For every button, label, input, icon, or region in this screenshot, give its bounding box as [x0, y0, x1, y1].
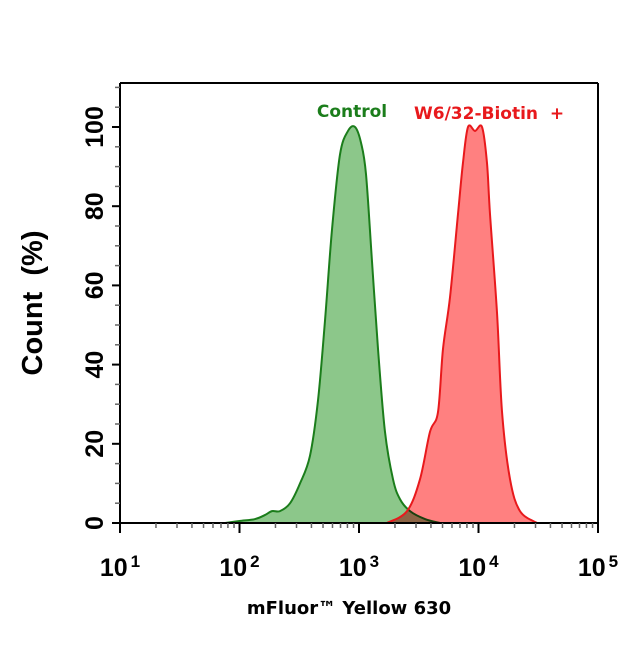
- x-tick-base: 10: [100, 554, 128, 582]
- x-tick-label: 10 5: [578, 552, 618, 582]
- x-tick-exponent: 5: [609, 552, 618, 571]
- line-w632-biotin: [386, 124, 538, 524]
- y-tick-label: 60: [81, 271, 109, 299]
- x-tick-exponent: 4: [489, 552, 499, 571]
- x-tick-label: 10 3: [339, 552, 379, 582]
- y-tick-label: 20: [81, 430, 109, 458]
- series-layer: [225, 124, 538, 524]
- y-tick-label: 40: [81, 351, 109, 379]
- line-control: [225, 125, 441, 524]
- y-tick-label: 0: [81, 516, 109, 530]
- annotation-control: Control: [317, 102, 387, 122]
- x-tick-exponent: 1: [131, 552, 140, 571]
- area-control: [225, 126, 440, 523]
- x-tick-exponent: 3: [370, 552, 379, 571]
- x-tick-base: 10: [339, 554, 367, 582]
- y-tick-label: 80: [81, 192, 109, 220]
- x-tick-exponent: 2: [250, 552, 259, 571]
- x-tick-label: 10 4: [458, 552, 499, 582]
- y-axis-label: Count (%): [17, 231, 49, 376]
- x-tick-label: 10 2: [219, 552, 259, 582]
- x-tick-base: 10: [578, 554, 606, 582]
- x-tick-label: 10 1: [100, 552, 140, 582]
- x-tick-base: 10: [458, 554, 486, 582]
- area-w632-biotin: [386, 125, 538, 524]
- x-axis-label: mFluor™ Yellow 630: [247, 598, 451, 619]
- x-tick-base: 10: [219, 554, 247, 582]
- y-tick-label: 100: [81, 106, 109, 148]
- annotation-w632-biotin: W6/32-Biotin +: [414, 104, 564, 124]
